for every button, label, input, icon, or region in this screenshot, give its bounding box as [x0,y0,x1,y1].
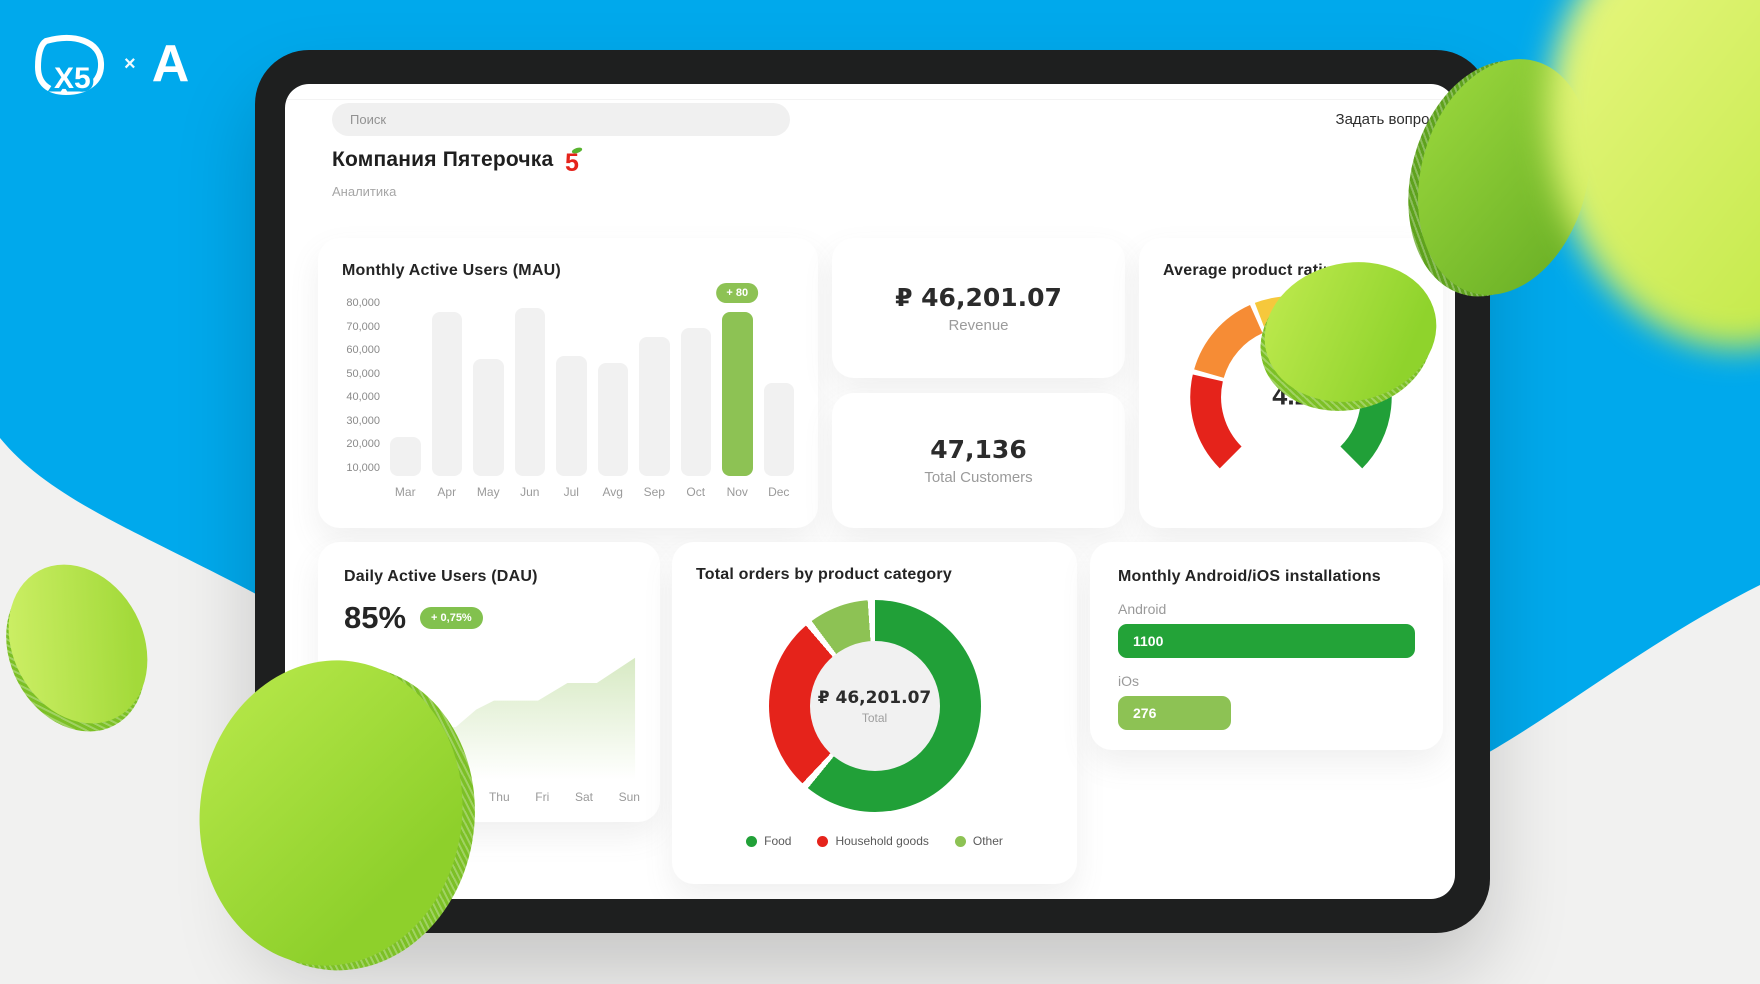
svg-text:5: 5 [565,149,579,174]
mau-x-labels: Mar Apr May Jun Jul Avg Sep Oct Nov Dec [394,485,790,499]
brand-lockup: X5 × A [30,32,190,96]
mau-bar: + 80 [716,283,759,476]
search-input[interactable] [332,103,790,136]
collab-times-icon: × [124,52,136,75]
mau-y-axis: 80,000 70,000 60,000 50,000 40,000 30,000 20,0… [346,297,380,474]
card-orders-by-category: Total orders by product category ₽ 46,20… [672,542,1077,884]
orders-donut-center: ₽ 46,201.07 Total [809,641,940,771]
mau-bar [556,296,587,476]
mau-bar [514,296,545,476]
rating-title: Average product rating [1163,262,1343,279]
install-platform-label: iOs [1118,673,1139,689]
coin-decoration [179,643,495,984]
header-divider [285,99,1455,100]
customers-label: Total Customers [924,469,1033,486]
mau-bar [390,296,421,476]
customers-value: 47,136 [930,435,1027,464]
legend-item: Other [954,834,1003,848]
card-installations: Monthly Android/iOS installations Androi… [1090,542,1443,750]
mau-bar [431,296,462,476]
mau-bar-chart: 80,000 70,000 60,000 50,000 40,000 30,000 20,0… [342,283,794,499]
partner-a-logo: A [151,35,190,93]
x5-logo-text: X5 [54,62,91,95]
dau-title: Daily Active Users (DAU) [344,568,538,585]
mau-plot: + 80 [390,283,794,476]
orders-total-value: ₽ 46,201.07 [817,687,932,708]
orders-title: Total orders by product category [696,566,952,583]
mau-highlight-badge: + 80 [716,283,759,304]
installs-rows: Android 1100 iOs 276 [1118,601,1415,730]
ask-question-button[interactable]: Задать вопрос [1335,111,1437,128]
install-bar: 1100 [1118,624,1415,658]
revenue-value: ₽ 46,201.07 [895,282,1062,312]
legend-item: Food [746,834,791,848]
mau-bar [473,296,504,476]
pyaterochka-logo-icon: 5 [565,147,583,174]
orders-total-label: Total [861,710,888,725]
mau-bar [597,296,628,476]
install-platform-label: Android [1118,601,1167,617]
install-bar: 276 [1118,696,1231,730]
card-total-customers: 47,136 Total Customers [832,393,1125,528]
mau-bar [680,296,711,476]
legend-item: Household goods [817,834,929,848]
company-title: Компания Пятерочка [332,148,554,171]
card-revenue: ₽ 46,201.07 Revenue [832,238,1125,378]
mau-bar [639,296,670,476]
page-subtitle: Аналитика [332,184,397,199]
installs-title: Monthly Android/iOS installations [1118,568,1381,585]
orders-donut: ₽ 46,201.07 Total [768,600,981,812]
mau-title: Monthly Active Users (MAU) [342,262,561,279]
orders-legend: Food Household goods Other [696,834,1053,848]
dau-change-badge: + 0,75% [420,607,483,629]
mau-bar [763,296,794,476]
card-mau: Monthly Active Users (MAU) 80,000 70,000 6… [318,238,818,528]
revenue-label: Revenue [948,316,1009,334]
x5-leaf-logo-icon: X5 [34,35,104,96]
dau-value: 85% [344,600,407,635]
